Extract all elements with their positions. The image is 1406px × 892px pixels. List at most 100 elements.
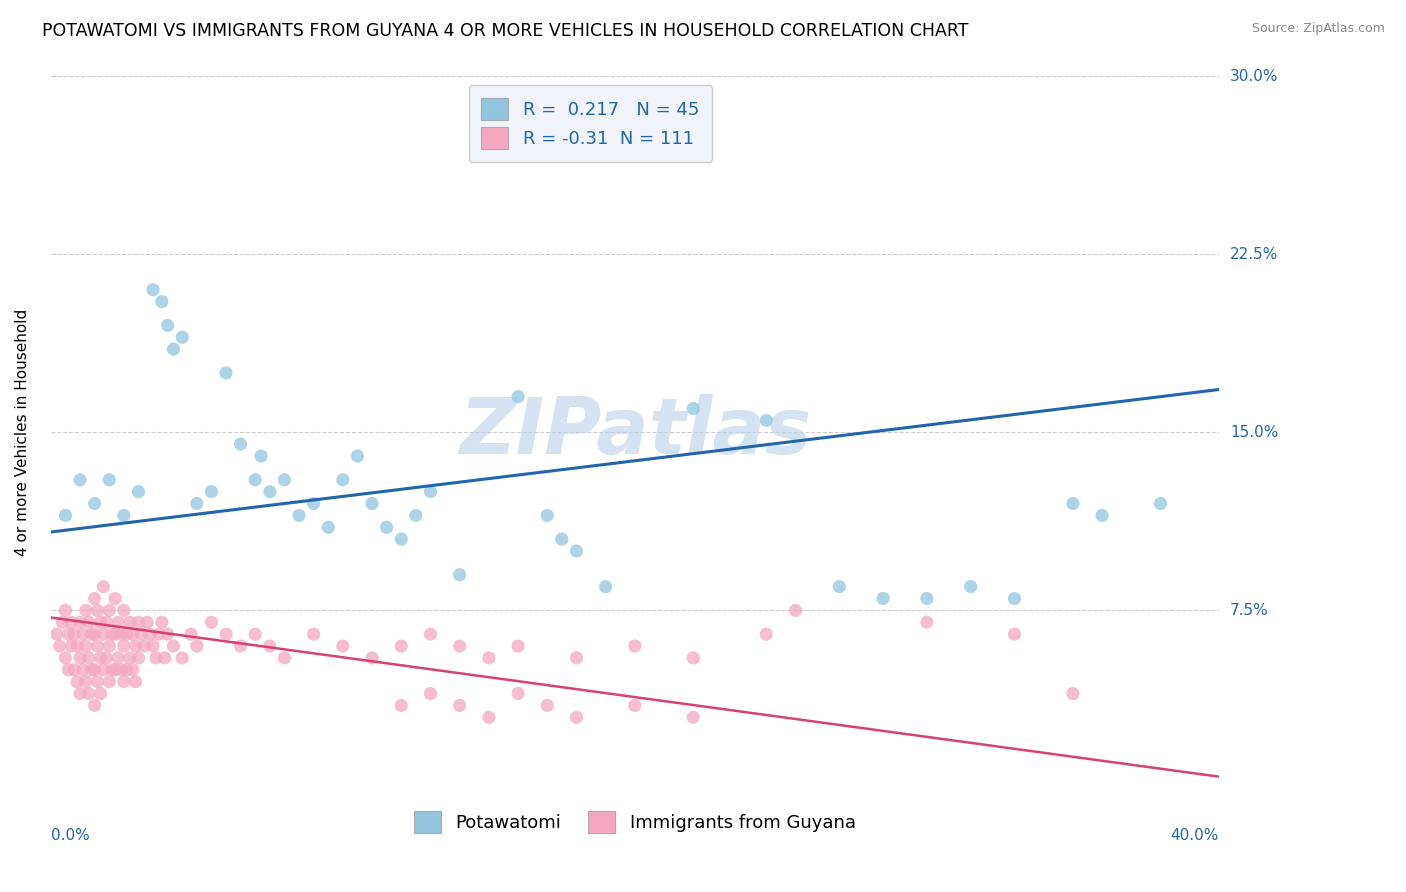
Point bbox=[624, 698, 647, 713]
Point bbox=[112, 508, 135, 523]
Point bbox=[259, 484, 281, 499]
Point bbox=[118, 651, 141, 665]
Point bbox=[828, 580, 851, 594]
Point bbox=[478, 651, 501, 665]
Point bbox=[389, 698, 412, 713]
Point bbox=[506, 687, 529, 701]
Point bbox=[66, 639, 89, 653]
Point bbox=[565, 544, 588, 558]
Point bbox=[83, 627, 105, 641]
Point bbox=[419, 627, 441, 641]
Point bbox=[98, 639, 121, 653]
Point bbox=[156, 318, 179, 333]
Point bbox=[112, 674, 135, 689]
Point bbox=[449, 639, 471, 653]
Point bbox=[72, 627, 94, 641]
Point bbox=[375, 520, 398, 534]
Point bbox=[139, 627, 162, 641]
Point bbox=[134, 639, 156, 653]
Point bbox=[316, 520, 339, 534]
Point bbox=[1062, 687, 1084, 701]
Point bbox=[1062, 496, 1084, 510]
Point bbox=[104, 627, 127, 641]
Point bbox=[63, 663, 86, 677]
Point bbox=[98, 674, 121, 689]
Point bbox=[1149, 496, 1171, 510]
Point bbox=[77, 687, 100, 701]
Point bbox=[506, 390, 529, 404]
Point bbox=[96, 651, 118, 665]
Text: 30.0%: 30.0% bbox=[1230, 69, 1278, 84]
Point bbox=[595, 580, 617, 594]
Point bbox=[682, 401, 704, 416]
Point bbox=[200, 615, 222, 630]
Point bbox=[83, 591, 105, 606]
Point bbox=[58, 663, 80, 677]
Point bbox=[449, 698, 471, 713]
Point bbox=[755, 627, 778, 641]
Point bbox=[112, 603, 135, 617]
Point bbox=[98, 603, 121, 617]
Point bbox=[63, 627, 86, 641]
Point bbox=[89, 615, 111, 630]
Point bbox=[186, 496, 208, 510]
Point bbox=[112, 639, 135, 653]
Legend: Potawatomi, Immigrants from Guyana: Potawatomi, Immigrants from Guyana bbox=[404, 800, 866, 844]
Point bbox=[110, 663, 132, 677]
Point bbox=[55, 651, 77, 665]
Point bbox=[215, 627, 238, 641]
Point bbox=[536, 698, 558, 713]
Text: 22.5%: 22.5% bbox=[1230, 247, 1278, 261]
Point bbox=[172, 651, 194, 665]
Point bbox=[75, 603, 97, 617]
Point bbox=[96, 615, 118, 630]
Point bbox=[302, 627, 325, 641]
Point bbox=[118, 615, 141, 630]
Point bbox=[142, 639, 165, 653]
Point bbox=[186, 639, 208, 653]
Point bbox=[80, 627, 103, 641]
Point bbox=[229, 639, 252, 653]
Point bbox=[127, 651, 149, 665]
Point bbox=[98, 473, 121, 487]
Text: 7.5%: 7.5% bbox=[1230, 603, 1268, 618]
Point bbox=[245, 473, 267, 487]
Point bbox=[104, 591, 127, 606]
Point bbox=[101, 663, 124, 677]
Point bbox=[229, 437, 252, 451]
Point bbox=[915, 591, 938, 606]
Point bbox=[104, 663, 127, 677]
Point bbox=[245, 627, 267, 641]
Point bbox=[172, 330, 194, 344]
Point bbox=[121, 663, 143, 677]
Point bbox=[51, 615, 73, 630]
Point bbox=[389, 532, 412, 546]
Point bbox=[69, 651, 91, 665]
Point bbox=[75, 639, 97, 653]
Point bbox=[136, 615, 159, 630]
Point bbox=[55, 508, 77, 523]
Point bbox=[89, 651, 111, 665]
Point bbox=[1004, 591, 1026, 606]
Point bbox=[565, 710, 588, 724]
Point bbox=[121, 627, 143, 641]
Point bbox=[624, 639, 647, 653]
Point bbox=[127, 484, 149, 499]
Point bbox=[69, 615, 91, 630]
Point bbox=[273, 651, 295, 665]
Point bbox=[449, 567, 471, 582]
Point bbox=[110, 627, 132, 641]
Text: Source: ZipAtlas.com: Source: ZipAtlas.com bbox=[1251, 22, 1385, 36]
Point bbox=[127, 615, 149, 630]
Point bbox=[162, 342, 184, 356]
Text: 40.0%: 40.0% bbox=[1171, 828, 1219, 843]
Point bbox=[565, 651, 588, 665]
Point bbox=[89, 687, 111, 701]
Text: 0.0%: 0.0% bbox=[51, 828, 90, 843]
Point bbox=[93, 627, 115, 641]
Point bbox=[785, 603, 807, 617]
Point bbox=[551, 532, 574, 546]
Point bbox=[872, 591, 894, 606]
Point bbox=[69, 687, 91, 701]
Point bbox=[142, 283, 165, 297]
